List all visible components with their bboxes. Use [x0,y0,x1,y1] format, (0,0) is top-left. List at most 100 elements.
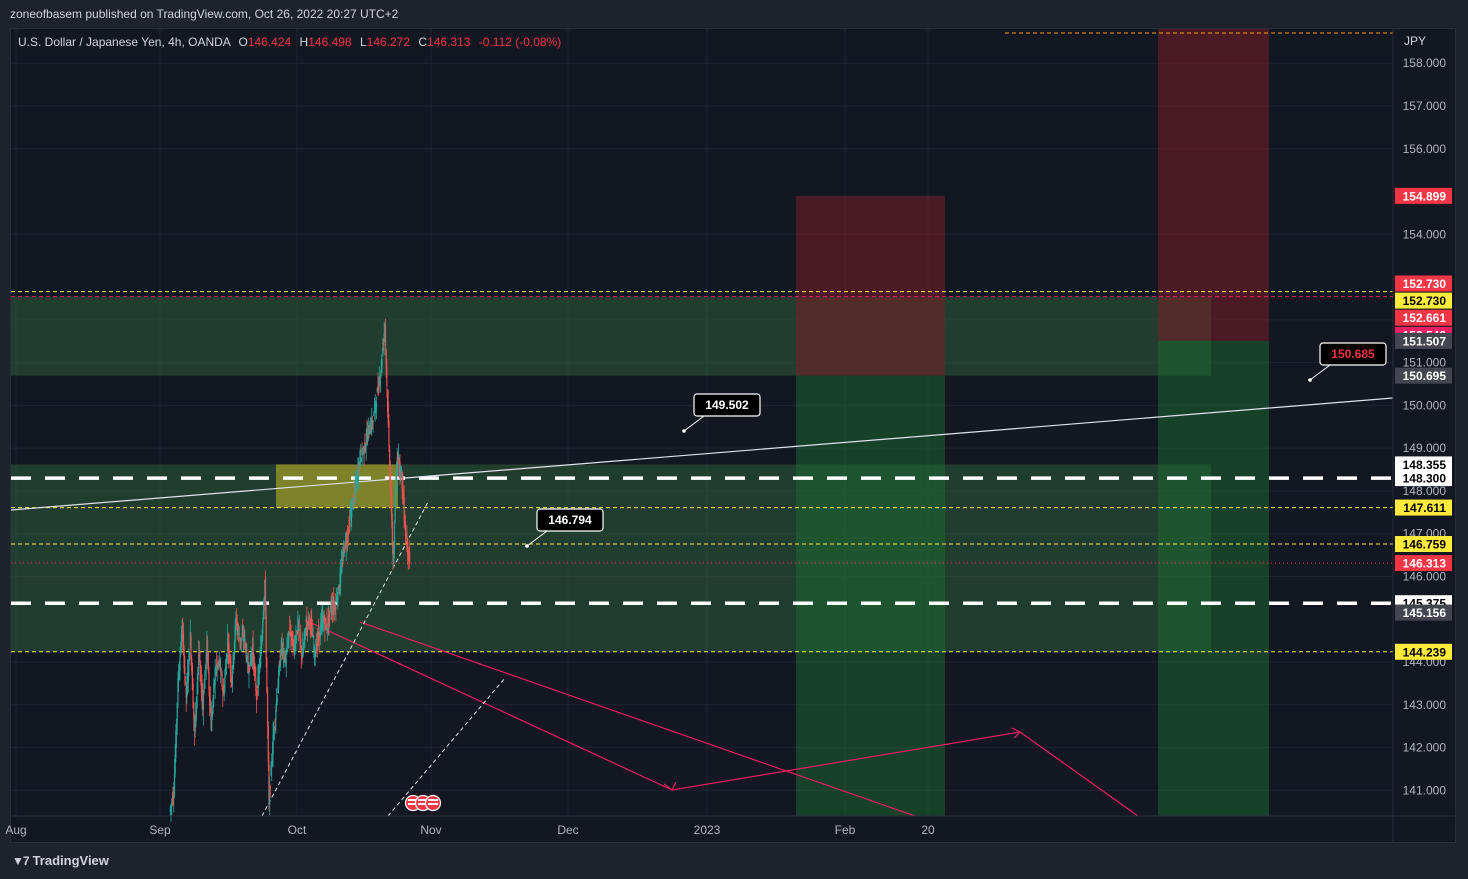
pink-projection-tail[interactable] [1019,731,1139,817]
dashed-channel-line[interactable] [261,501,429,817]
candle-body [334,606,336,612]
candle [352,497,354,511]
candle [350,498,352,531]
symbol-legend[interactable]: U.S. Dollar / Japanese Yen, 4h, OANDA O1… [18,35,561,49]
candle [328,607,330,636]
candle-body [346,537,348,543]
price-callout-150.685[interactable]: 150.685 [1308,342,1387,382]
pink-arrow-head [663,781,677,791]
price-label-148.300[interactable]: 148.300 [1395,470,1452,487]
candle [264,579,266,605]
candle [273,725,276,741]
candle-body [327,616,329,628]
candle-body [209,699,211,712]
candle-body [359,451,361,465]
candle [298,619,300,642]
candle [255,685,258,714]
candle [226,624,229,664]
candle [292,631,294,657]
candle-body [391,521,394,547]
candle [234,618,236,650]
candle-body [382,343,385,345]
supply-zone[interactable] [11,296,1211,376]
candle-body [260,649,262,667]
price-label-150.695[interactable]: 150.695 [1395,367,1452,384]
price-label-152.730[interactable]: 152.730 [1395,292,1452,309]
price-callout-146.794[interactable]: 146.794 [525,508,604,548]
candle-body [370,425,372,430]
candle [369,420,371,435]
candle-body [303,638,305,647]
price-label-146.313[interactable]: 146.313 [1395,555,1452,572]
candle [211,701,213,732]
candle-body [233,653,235,665]
candle [338,584,340,595]
candle-body [258,672,260,684]
candle-body [241,635,243,641]
candle [383,321,385,356]
candle-body [383,333,385,341]
candle [384,323,386,343]
candle-body [362,452,364,456]
candle-body [306,623,309,628]
candle-body [219,660,221,670]
candle [357,457,359,489]
candle [274,718,276,732]
candle-body [331,604,333,610]
candle-body [193,702,195,720]
pink-projection-line[interactable] [359,621,916,817]
candle [396,448,398,476]
price-label-151.507[interactable]: 151.507 [1395,332,1452,349]
price-label-147.611[interactable]: 147.611 [1395,499,1452,516]
candle [310,610,312,635]
price-label-152.730[interactable]: 152.730 [1395,275,1452,292]
candle [307,611,309,630]
candle-body [353,500,355,506]
candle-body [286,644,289,647]
candle-body [177,678,179,705]
candle [260,636,262,657]
trendline[interactable] [10,397,1394,511]
candle-body [262,610,265,620]
candle-body [321,619,323,621]
candle-body [371,418,373,430]
candle [268,751,270,811]
dashed-channel-line[interactable] [387,677,506,817]
candle-body [269,787,271,805]
tradingview-logo[interactable]: ▼7 TradingView [12,853,109,868]
highlight-box[interactable] [276,464,398,508]
candle [251,651,253,667]
candle-body [394,508,396,521]
demand-zone[interactable] [11,464,1211,652]
candle [406,537,409,565]
position-1-target-zone[interactable] [796,375,945,816]
position-2-stop-zone[interactable] [1158,29,1269,341]
price-label-154.899[interactable]: 154.899 [1395,187,1452,204]
candle-body [328,614,330,623]
candle [249,653,251,667]
economic-event-icon[interactable] [424,794,442,812]
candle [313,643,316,666]
candle-body [227,644,229,654]
candle-body [314,654,316,659]
price-label-146.759[interactable]: 146.759 [1395,536,1452,553]
price-label-145.156[interactable]: 145.156 [1395,604,1452,621]
candle-body [236,621,238,628]
candle-body [316,638,318,644]
candle [330,596,332,621]
price-label-text: 145.156 [1403,606,1447,620]
candle [336,587,338,607]
price-callout-149.502[interactable]: 149.502 [682,393,761,433]
candle [204,664,207,675]
price-label-152.661[interactable]: 152.661 [1395,309,1452,326]
y-tick-label: 158.000 [1403,56,1447,70]
candle-body [282,647,285,654]
position-2-target-zone[interactable] [1158,340,1269,816]
price-label-text: 150.695 [1403,369,1447,383]
price-label-144.239[interactable]: 144.239 [1395,643,1452,660]
candle [324,617,327,629]
price-label-148.355[interactable]: 148.355 [1395,456,1452,473]
position-1-stop-zone[interactable] [796,195,945,376]
candle-body [182,633,185,646]
